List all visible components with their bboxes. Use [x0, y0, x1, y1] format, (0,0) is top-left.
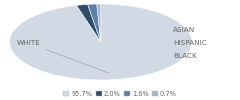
Wedge shape: [97, 4, 101, 42]
Text: ASIAN: ASIAN: [173, 27, 195, 39]
Text: WHITE: WHITE: [17, 40, 109, 73]
Legend: 95.7%, 2.0%, 1.6%, 0.7%: 95.7%, 2.0%, 1.6%, 0.7%: [63, 91, 177, 97]
Wedge shape: [10, 4, 192, 80]
Wedge shape: [88, 4, 101, 42]
Text: BLACK: BLACK: [173, 48, 197, 59]
Wedge shape: [77, 4, 101, 42]
Text: HISPANIC: HISPANIC: [173, 40, 207, 46]
